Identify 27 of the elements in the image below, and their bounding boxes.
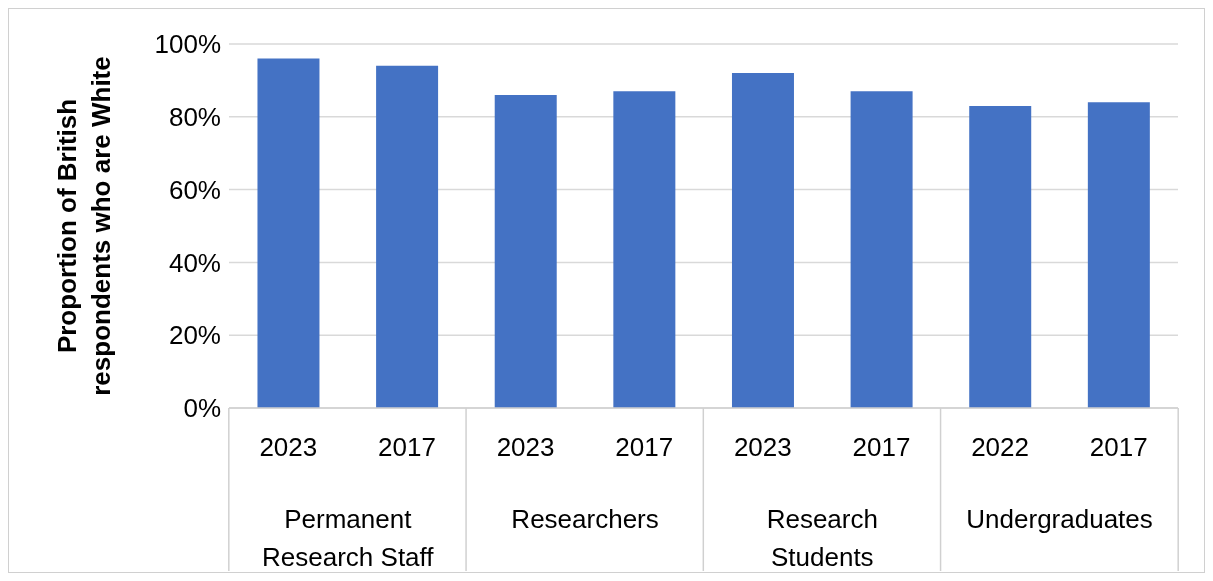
bar	[1087, 102, 1150, 408]
bar	[850, 91, 913, 408]
y-tick-label: 20%	[168, 320, 221, 351]
x-tick-label: 2023	[496, 432, 555, 462]
bar	[613, 91, 676, 408]
x-tick-label: 2017	[1089, 432, 1148, 462]
y-tick-label: 0%	[183, 393, 221, 424]
text: Permanent Research Staff	[262, 504, 435, 572]
bar	[257, 58, 320, 408]
x-tick-label: 2017	[378, 432, 436, 462]
bar	[376, 65, 439, 408]
bar	[731, 73, 794, 408]
x-tick-label: 2023	[733, 432, 792, 462]
x-tick-label: 2023	[259, 432, 318, 462]
text: Undergraduates	[966, 504, 1153, 534]
bar	[494, 94, 557, 408]
bar	[969, 105, 1032, 408]
text: Research Students	[766, 504, 878, 572]
x-tick-label: 2017	[852, 432, 911, 462]
y-tick-label: 100%	[154, 29, 221, 60]
y-tick-label: 40%	[168, 247, 221, 278]
y-tick-label: 60%	[168, 174, 221, 205]
y-tick-label: 80%	[168, 102, 221, 133]
y-axis-title: Proportion of British respondents who are White	[52, 56, 116, 396]
text: Researchers	[511, 504, 659, 534]
x-tick-label: 2017	[615, 432, 674, 462]
x-tick-label: 2022	[971, 432, 1029, 462]
